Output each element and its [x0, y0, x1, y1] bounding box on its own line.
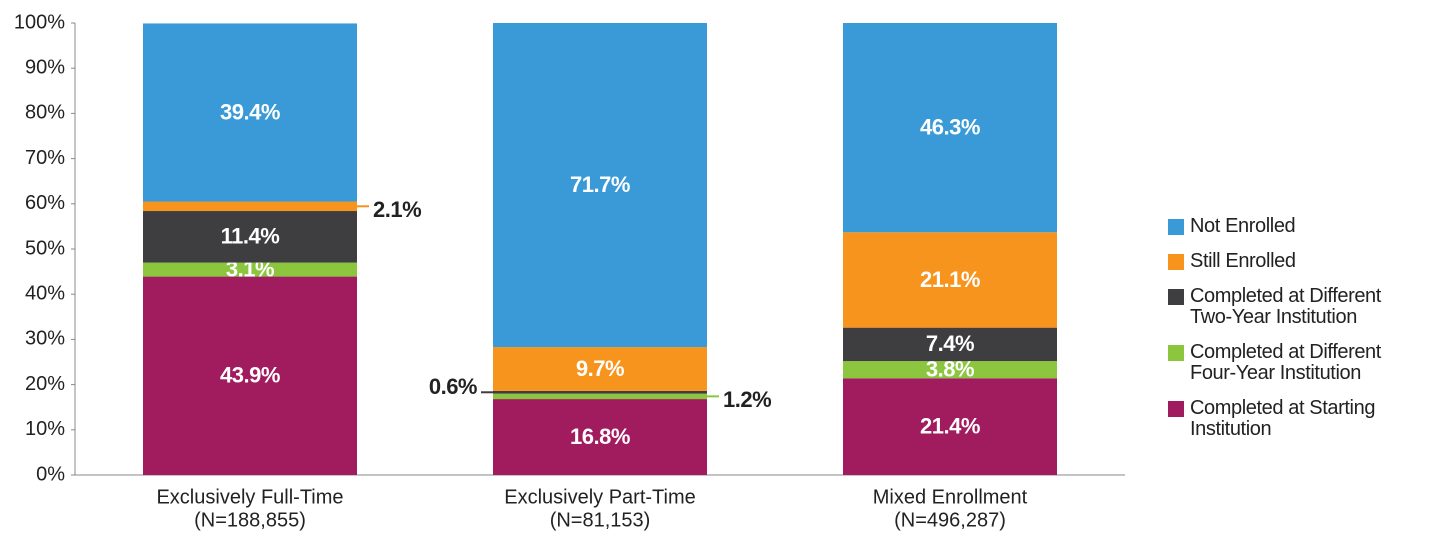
- bar-segment: [843, 361, 1057, 379]
- y-tick-label: 60%: [25, 192, 65, 214]
- x-tick-label: Exclusively Part-Time: [504, 486, 696, 508]
- data-label: 0.6%: [429, 374, 477, 399]
- data-label: 1.2%: [723, 387, 771, 412]
- bar-segment: [493, 399, 707, 475]
- y-tick-label: 10%: [25, 418, 65, 440]
- y-tick-label: 50%: [25, 237, 65, 259]
- data-label: 21.4%: [920, 413, 980, 438]
- legend-label: Completed at Starting Institution: [1190, 397, 1376, 440]
- bar-segment: [143, 23, 357, 202]
- data-label: 9.7%: [576, 356, 624, 381]
- bar-segment: [843, 232, 1057, 328]
- y-tick-label: 40%: [25, 282, 65, 304]
- legend-swatch: [1168, 219, 1184, 235]
- y-tick-label: 80%: [25, 102, 65, 124]
- x-tick-label: Exclusively Full-Time: [156, 486, 343, 508]
- bar-segment: [843, 327, 1057, 362]
- legend-swatch: [1168, 254, 1184, 270]
- legend-label: Still Enrolled: [1190, 250, 1296, 272]
- bar-segment: [493, 393, 707, 400]
- legend-item: Still Enrolled: [1168, 251, 1403, 272]
- data-label: 11.4%: [221, 224, 280, 249]
- data-label: 71.7%: [570, 172, 630, 197]
- y-tick-label: 70%: [25, 147, 65, 169]
- legend-label: Completed at Different Four-Year Institu…: [1190, 341, 1381, 384]
- bar-segment: [843, 378, 1057, 475]
- bar-segment: [143, 262, 357, 277]
- legend-swatch: [1168, 401, 1184, 417]
- legend-label: Not Enrolled: [1190, 215, 1296, 237]
- x-tick-label: (N=81,153): [550, 509, 651, 531]
- data-label: 2.1%: [373, 197, 421, 222]
- bar-segment: [143, 276, 357, 475]
- x-tick-label: Mixed Enrollment: [873, 486, 1028, 508]
- legend-item: Completed at Different Two-Year Institut…: [1168, 286, 1403, 328]
- bar-segment: [843, 23, 1057, 233]
- y-tick-label: 20%: [25, 373, 65, 395]
- bar-segment: [493, 390, 707, 394]
- x-tick-label: (N=496,287): [894, 509, 1006, 531]
- data-label: 39.4%: [220, 99, 280, 124]
- bar-segment: [143, 211, 357, 263]
- legend: Not Enrolled Still Enrolled Completed at D…: [1168, 216, 1403, 454]
- legend-item: Not Enrolled: [1168, 216, 1403, 237]
- data-label: 7.4%: [926, 331, 974, 356]
- data-label: 16.8%: [570, 424, 630, 449]
- data-label: 43.9%: [220, 363, 280, 388]
- y-tick-label: 90%: [25, 56, 65, 78]
- y-tick-label: 0%: [36, 463, 65, 485]
- y-tick-label: 30%: [25, 328, 65, 350]
- bar-segment: [493, 23, 707, 348]
- bar-segment: [143, 201, 357, 212]
- legend-label: Completed at Different Two-Year Institut…: [1190, 285, 1381, 328]
- x-tick-label: (N=188,855): [194, 509, 306, 531]
- legend-swatch: [1168, 345, 1184, 361]
- bar-segment: [493, 347, 707, 391]
- data-label: 21.1%: [920, 267, 980, 292]
- legend-swatch: [1168, 289, 1184, 305]
- y-tick-label: 100%: [14, 11, 65, 33]
- legend-item: Completed at Different Four-Year Institu…: [1168, 342, 1403, 384]
- legend-item: Completed at Starting Institution: [1168, 398, 1403, 440]
- data-label: 46.3%: [920, 114, 980, 139]
